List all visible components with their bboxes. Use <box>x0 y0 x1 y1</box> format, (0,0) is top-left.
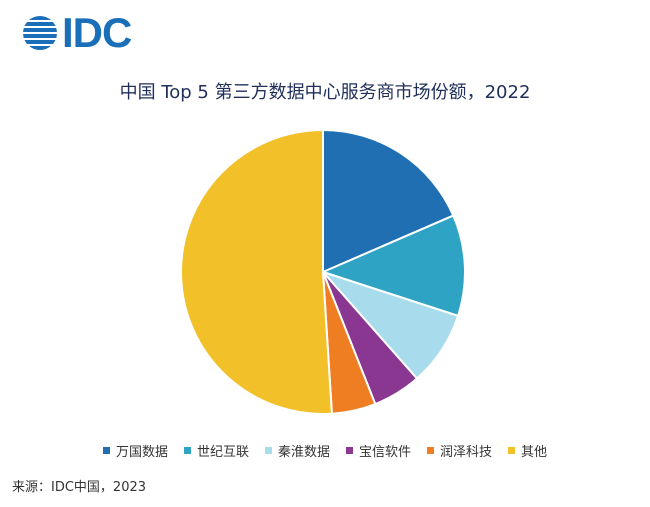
logo-text: IDC <box>62 9 132 56</box>
pie-slice-1 <box>320 214 466 318</box>
legend-swatch-3 <box>346 447 353 454</box>
idc-logo: IDC <box>22 9 132 56</box>
legend-swatch-5 <box>508 447 516 454</box>
legend-swatch-2 <box>264 447 272 454</box>
legend-swatch-1 <box>183 447 191 454</box>
legend-label-1: 世纪互联 <box>196 445 249 460</box>
idc-globe-icon <box>23 16 57 50</box>
chart-title: 中国 Top 5 第三方数据中心服务商市场份额，2022 <box>119 82 531 103</box>
legend-item-3: 宝信软件 <box>346 441 411 460</box>
legend-label-0: 万国数据 <box>115 445 168 460</box>
legend-item-0: 万国数据 <box>102 441 168 460</box>
legend-label-5: 其他 <box>521 445 548 460</box>
legend-label-4: 润泽科技 <box>440 445 493 460</box>
legend-swatch-0 <box>102 447 110 454</box>
legend-swatch-4 <box>427 447 435 454</box>
source-note: 来源：IDC中国，2023 <box>12 480 147 495</box>
pie-slice-5 <box>180 128 333 415</box>
pie-slice-0 <box>322 128 455 274</box>
legend-item-1: 世纪互联 <box>183 441 249 460</box>
chart-legend: 万国数据 世纪互联 秦淮数据 宝信软件 润泽科技 其他 <box>0 441 650 460</box>
legend-label-2: 秦淮数据 <box>277 445 330 460</box>
legend-item-5: 其他 <box>508 441 547 460</box>
legend-item-4: 润泽科技 <box>427 441 492 460</box>
legend-label-3: 宝信软件 <box>359 445 412 460</box>
legend-item-2: 秦淮数据 <box>264 441 330 460</box>
